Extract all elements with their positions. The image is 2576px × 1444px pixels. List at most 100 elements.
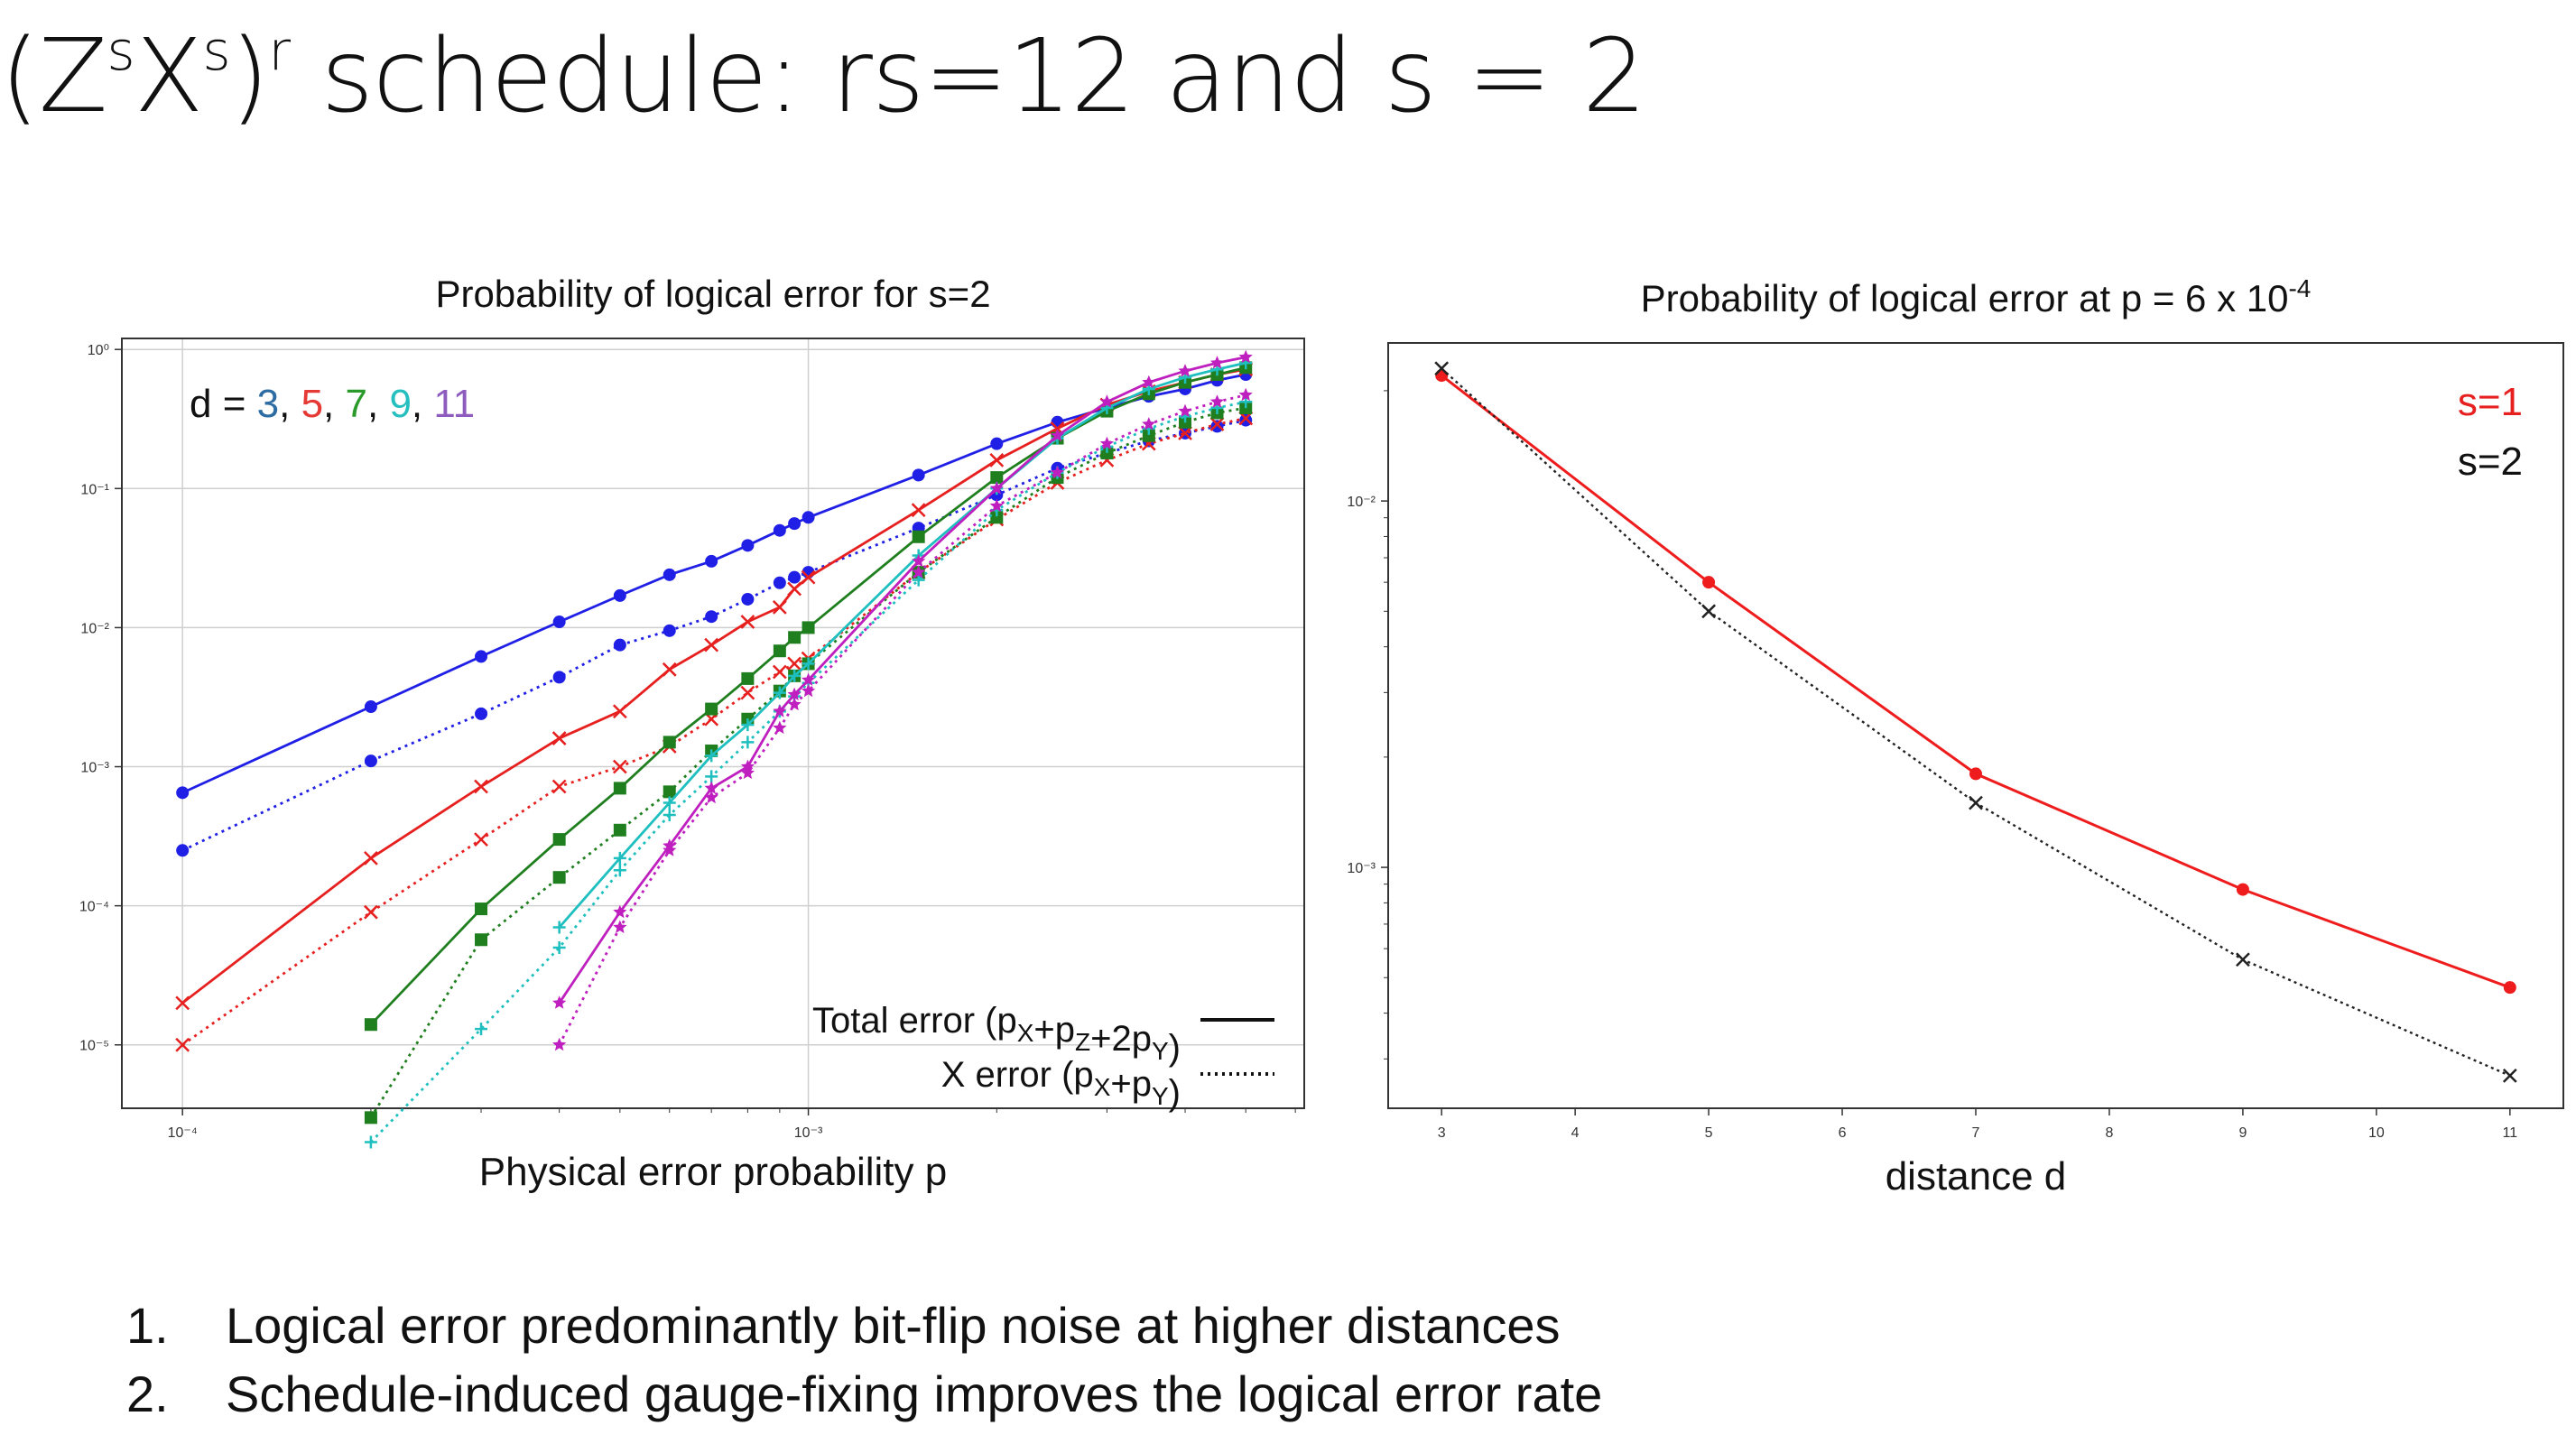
data-point (364, 1135, 377, 1149)
legend-subscript: X (1094, 1073, 1111, 1101)
series-s1 (1435, 369, 2516, 995)
series-line (1441, 367, 2511, 1078)
data-point (663, 808, 676, 821)
data-point (802, 683, 816, 698)
data-point (788, 517, 802, 531)
data-point (175, 995, 190, 1011)
data-point (475, 902, 488, 916)
data-point (613, 638, 626, 652)
data-point (802, 657, 815, 671)
data-point (705, 770, 718, 783)
data-point (787, 581, 802, 597)
data-point (705, 749, 718, 763)
data-point (741, 539, 755, 552)
legend-label: s=2 (2458, 440, 2523, 484)
data-point (802, 621, 815, 634)
data-point (787, 656, 802, 671)
data-point (663, 624, 676, 637)
data-point (1435, 369, 1449, 383)
data-point (663, 785, 676, 799)
data-point (552, 995, 567, 1009)
data-point (551, 731, 567, 745)
data-point (662, 662, 677, 677)
conclusion-item: 1. Logical error predominantly bit-flip n… (126, 1296, 1561, 1354)
chart-title: Probability of logical error at p = 6 x … (1641, 274, 2312, 319)
data-point (912, 573, 925, 587)
annotation-separator: , (412, 382, 433, 426)
data-point (704, 637, 719, 653)
plot-frame (1387, 342, 2564, 1109)
legend-subscript: Z (1075, 1028, 1090, 1056)
data-point (788, 570, 802, 584)
annotation-separator: , (279, 382, 301, 426)
data-point (1239, 413, 1253, 427)
data-point (705, 610, 718, 624)
x-tick-label: 6 (1839, 1125, 1847, 1141)
data-point (552, 921, 566, 934)
data-point (1050, 428, 1065, 442)
series-line (1441, 374, 2511, 989)
data-point (552, 671, 566, 684)
data-point (741, 592, 755, 606)
data-point (1142, 429, 1155, 442)
data-point (1209, 356, 1225, 369)
data-point (989, 498, 1004, 512)
data-point (364, 850, 378, 865)
data-point (912, 553, 926, 568)
x-tick-label: 7 (1972, 1125, 1980, 1141)
data-point (912, 565, 926, 579)
y-tick-label: 10⁻² (1347, 495, 1376, 510)
annotation-prefix: d = (190, 382, 257, 426)
data-point (787, 697, 802, 711)
legend-label: Total error (pX+pZ+2pY) (812, 1001, 1181, 1068)
series-d7-total (364, 361, 1253, 1032)
data-point (552, 871, 566, 884)
data-point (788, 631, 802, 644)
chart-title: Probability of logical error for s=2 (435, 273, 990, 315)
data-point (475, 933, 488, 947)
y-tick-label: 10⁻² (80, 621, 109, 636)
data-point (773, 523, 786, 537)
data-point (475, 650, 488, 663)
data-point (1969, 795, 1983, 810)
data-point (1209, 394, 1225, 408)
plot-frame (121, 338, 1305, 1109)
data-point (663, 796, 676, 810)
series-d11-x (552, 387, 1253, 1051)
data-point (475, 707, 488, 720)
data-point (1238, 387, 1253, 402)
annotation-distance: 11 (433, 382, 475, 426)
slide-title: (ZsXs)r schedule: rs=12 and s = 2 (0, 18, 1646, 135)
data-point (741, 736, 755, 749)
data-point (704, 781, 718, 794)
x-tick-label: 4 (1571, 1125, 1580, 1141)
data-point (613, 920, 627, 933)
series-line (369, 400, 1246, 1143)
data-point (2236, 883, 2249, 896)
data-point (1178, 364, 1192, 377)
data-point (1100, 446, 1114, 459)
chart-title-text: Probability of logical error at p = 6 x … (1641, 277, 2289, 319)
x-tick-label: 10⁻⁴ (168, 1125, 198, 1141)
data-point (475, 1023, 488, 1036)
data-point (1434, 361, 1450, 376)
data-point (1099, 394, 1114, 408)
annotation-distance: 3 (257, 382, 279, 426)
data-point (613, 588, 626, 602)
data-point (773, 720, 787, 734)
series-s2 (1434, 361, 2517, 1083)
data-point (773, 576, 786, 589)
legend-text: X error (p (941, 1055, 1094, 1095)
data-point (704, 790, 718, 804)
legend-label: X error (pX+pY) (941, 1055, 1181, 1113)
data-point (773, 686, 786, 699)
data-point (705, 702, 718, 716)
series-line (558, 361, 1246, 929)
distance-annotation: d = 3, 5, 7, 9, 11 (190, 382, 475, 426)
data-point (912, 468, 925, 482)
x-tick-label: 9 (2238, 1125, 2247, 1141)
x-tick-label: 5 (1705, 1125, 1713, 1141)
x-axis-label: distance d (1886, 1154, 2067, 1199)
